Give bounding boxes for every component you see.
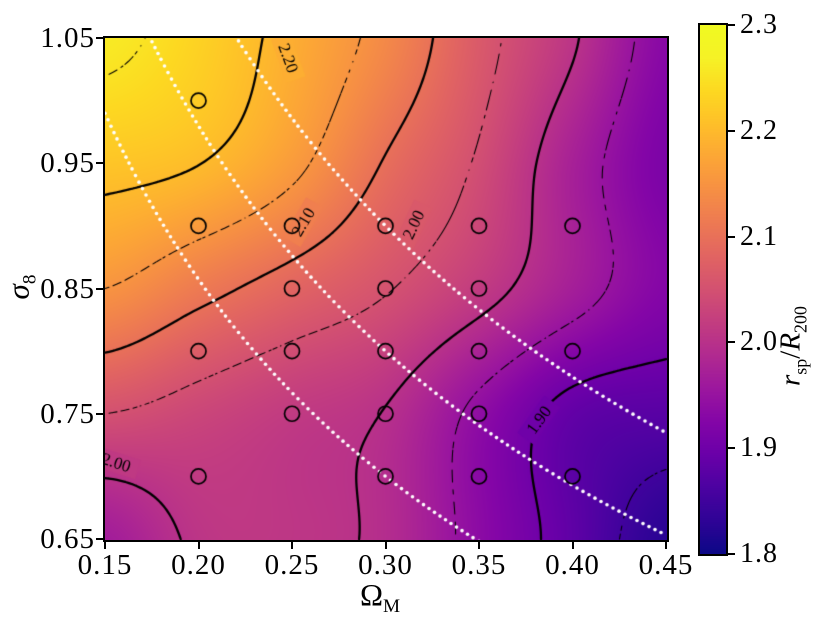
colorbar-gradient [700,25,726,554]
colorbar-label-r: r [774,374,807,387]
x-tick-label: 0.20 [171,549,226,581]
colorbar-tick-mark [728,24,735,26]
colorbar-tick-label: 1.8 [740,538,778,569]
colorbar-tick-label: 1.9 [740,432,778,464]
x-tick-mark [197,542,200,549]
colorbar-tick-mark [728,447,735,450]
y-tick-mark [96,287,103,290]
colorbar-label: rsp/R200 [775,306,812,386]
colorbar-tick-label: 2.1 [740,220,778,252]
colorbar-tick-mark [728,129,735,132]
colorbar-label-R: R [774,332,807,351]
y-tick-mark [96,37,103,39]
colorbar-tick-label: 2.2 [740,114,778,146]
x-tick-mark [291,542,293,549]
x-tick-label: 0.35 [451,549,507,581]
x-tick-mark [571,542,574,549]
x-tick-mark [104,542,106,549]
y-tick-mark [96,538,103,540]
colorbar-tick-mark [728,553,735,555]
x-tick-label: 0.30 [358,549,413,581]
y-tick-label: 1.05 [40,22,95,54]
x-tick-label: 0.25 [264,549,320,581]
x-axis-label-sub: M [382,596,401,618]
y-tick-mark [96,412,103,415]
plot-frame [103,36,669,542]
colorbar-tick-label: 2.0 [740,326,778,358]
x-tick-label: 0.45 [638,549,694,581]
y-tick-label: 0.65 [40,523,95,555]
contour-plot-canvas [105,38,667,540]
y-tick-label: 0.95 [40,147,95,180]
colorbar-tick-mark [728,341,735,344]
x-tick-mark [384,542,387,549]
x-tick-mark [665,542,667,549]
x-tick-label: 0.15 [77,549,133,581]
colorbar-tick-label: 2.3 [740,9,778,40]
colorbar-label-rsub: sp [790,358,811,375]
y-tick-label: 0.85 [40,272,95,305]
x-tick-mark [478,542,480,549]
colorbar-label-slash: / [774,350,807,359]
y-axis-label-sub: 8 [19,274,41,285]
x-axis-label-base: Ω [359,577,383,612]
colorbar-tick-mark [728,235,735,238]
colorbar-label-Rsub: 200 [790,305,811,333]
y-tick-mark [96,162,103,165]
y-axis-label-base: σ [0,284,36,300]
y-tick-label: 0.75 [40,397,95,430]
x-axis-label: ΩM [360,577,400,618]
colorbar-frame [698,23,728,556]
y-axis-label: σ8 [0,275,41,300]
x-tick-label: 0.40 [545,549,600,581]
